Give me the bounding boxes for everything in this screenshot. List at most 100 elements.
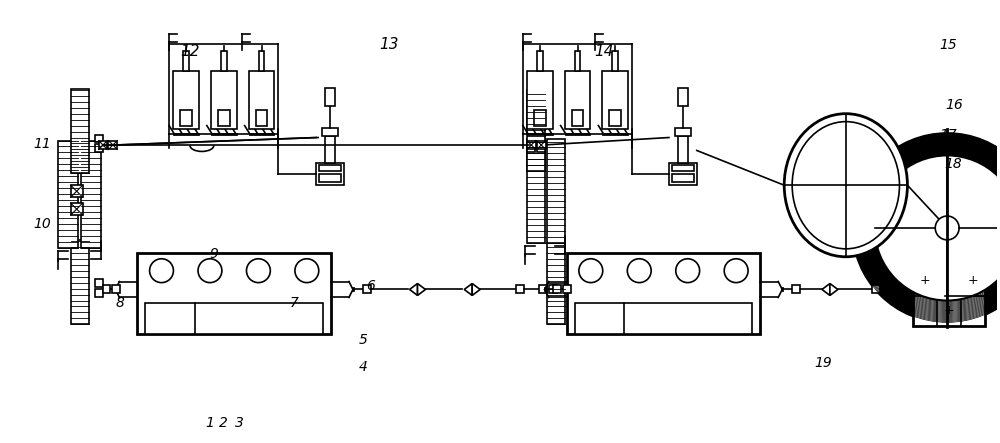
Ellipse shape [784, 114, 907, 257]
Bar [527, 139, 545, 243]
Bar [112, 285, 120, 293]
Text: 11: 11 [33, 137, 51, 152]
Bar [669, 163, 697, 185]
Text: 10: 10 [33, 217, 51, 231]
Circle shape [246, 259, 270, 283]
Bar [221, 51, 227, 71]
Bar [609, 110, 621, 126]
Polygon shape [472, 284, 480, 295]
Bar [71, 89, 89, 173]
Bar [537, 140, 546, 149]
Circle shape [875, 155, 1000, 300]
Bar [103, 285, 110, 293]
Bar [319, 174, 341, 182]
Bar [99, 140, 107, 149]
Circle shape [579, 259, 603, 283]
Text: +: + [944, 304, 954, 318]
Bar [516, 285, 524, 293]
Bar [95, 288, 103, 296]
Bar [145, 303, 323, 334]
Bar [180, 110, 192, 126]
Bar [672, 165, 694, 171]
Text: 8: 8 [115, 296, 124, 311]
Text: 3: 3 [235, 416, 244, 430]
Polygon shape [464, 284, 472, 295]
Text: 4: 4 [359, 360, 368, 374]
Bar [565, 71, 590, 128]
Bar [95, 279, 103, 287]
Bar [173, 71, 199, 128]
Bar [183, 51, 189, 71]
Ellipse shape [792, 122, 899, 249]
Bar [58, 140, 78, 248]
Bar [218, 110, 230, 126]
Bar [547, 139, 565, 243]
Text: 13: 13 [379, 37, 398, 52]
Polygon shape [822, 284, 830, 295]
Circle shape [150, 259, 173, 283]
Bar [553, 285, 561, 293]
Bar [259, 51, 264, 71]
Bar [527, 90, 545, 171]
Bar [316, 163, 344, 185]
Text: 17: 17 [939, 128, 957, 141]
Bar [81, 140, 101, 248]
Bar [527, 144, 535, 152]
Text: 18: 18 [944, 157, 962, 171]
Bar [792, 285, 800, 293]
Text: 9: 9 [210, 247, 219, 261]
Bar [325, 136, 335, 163]
Bar [71, 240, 89, 324]
Text: 2: 2 [219, 416, 228, 430]
Bar [108, 140, 117, 149]
Circle shape [853, 133, 1000, 323]
Bar [575, 51, 580, 71]
Bar [602, 71, 628, 128]
Bar [319, 165, 341, 171]
Polygon shape [418, 284, 425, 295]
Bar [572, 110, 583, 126]
Bar [547, 243, 565, 324]
Circle shape [198, 259, 222, 283]
Bar [563, 285, 571, 293]
Bar [672, 174, 694, 182]
Bar [71, 203, 83, 215]
Bar [549, 285, 557, 293]
Bar [322, 128, 338, 136]
Circle shape [935, 216, 959, 240]
Circle shape [724, 259, 748, 283]
Text: 12: 12 [180, 44, 200, 59]
Bar [612, 51, 618, 71]
Bar [95, 144, 103, 152]
Polygon shape [410, 284, 418, 295]
Text: +: + [968, 274, 978, 287]
Bar [567, 253, 760, 334]
Circle shape [627, 259, 651, 283]
Bar [913, 265, 985, 326]
Bar [527, 140, 536, 149]
Bar [325, 88, 335, 106]
Bar [211, 71, 237, 128]
Bar [872, 285, 880, 293]
Bar [678, 88, 688, 106]
Text: 19: 19 [814, 356, 832, 370]
Bar [527, 71, 553, 128]
Circle shape [676, 259, 700, 283]
Bar [537, 144, 545, 152]
Bar [249, 71, 274, 128]
Text: 5: 5 [359, 333, 368, 347]
Bar [534, 110, 546, 126]
Bar [137, 253, 331, 334]
Bar [363, 285, 371, 293]
Bar [537, 51, 543, 71]
Bar [95, 135, 103, 143]
Text: +: + [920, 274, 931, 287]
Text: 14: 14 [595, 44, 614, 59]
Text: 16: 16 [945, 98, 963, 112]
Bar [678, 136, 688, 163]
Bar [256, 110, 267, 126]
Bar [539, 285, 547, 293]
Text: 7: 7 [289, 296, 298, 311]
Polygon shape [830, 284, 838, 295]
Text: 1: 1 [205, 416, 214, 430]
